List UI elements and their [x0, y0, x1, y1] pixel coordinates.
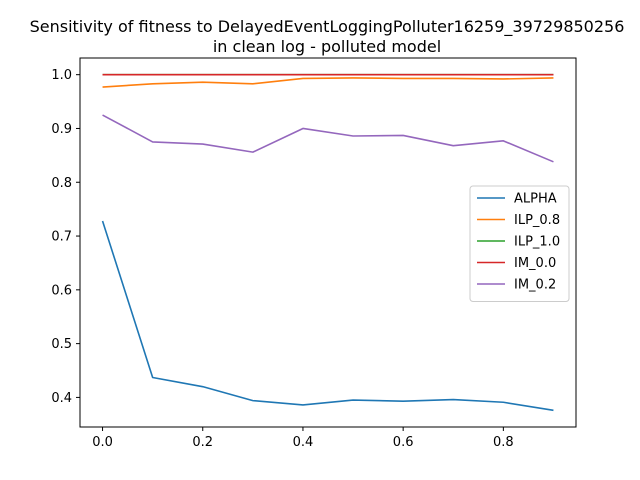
- y-tick-label: 0.7: [51, 230, 72, 245]
- y-tick-label: 0.5: [51, 337, 72, 352]
- y-tick-label: 0.4: [51, 391, 72, 406]
- y-tick-label: 0.6: [51, 283, 72, 298]
- series-line-ilp-0-8: [102, 77, 554, 88]
- legend: ALPHA ILP_0.8 ILP_1.0 IM_0.0 IM_0.2: [469, 185, 570, 302]
- x-tick-label: 0.6: [393, 435, 414, 450]
- chart-title-line-1: Sensitivity of fitness to DelayedEventLo…: [30, 17, 625, 37]
- x-tick-label: 0.2: [192, 435, 213, 450]
- x-tick-label: 0.4: [293, 435, 314, 450]
- legend-label-im-0-0: IM_0.0: [514, 256, 556, 271]
- series-line-im-0-2: [102, 114, 554, 163]
- axis-ticks: 0.0 0.2 0.4 0.6 0.8 0.4 0.5 0.6 0.7 0.8 0.9 1.0: [51, 68, 513, 450]
- legend-label-im-0-2: IM_0.2: [514, 278, 556, 293]
- y-tick-label: 0.8: [51, 176, 72, 191]
- legend-label-alpha: ALPHA: [514, 192, 557, 207]
- x-tick-label: 0.0: [92, 435, 113, 450]
- y-tick-label: 1.0: [51, 68, 72, 83]
- legend-label-ilp-0-8: ILP_0.8: [514, 213, 560, 228]
- y-tick-label: 0.9: [51, 122, 72, 137]
- chart-title-line-2: in clean log - polluted model: [213, 37, 441, 56]
- axes-frame: [79, 57, 577, 428]
- legend-label-ilp-1-0: ILP_1.0: [514, 235, 560, 250]
- legend-box: [469, 185, 570, 302]
- series-lines: [101, 73, 554, 412]
- x-tick-label: 0.8: [493, 435, 514, 450]
- series-line-alpha: [101, 220, 554, 412]
